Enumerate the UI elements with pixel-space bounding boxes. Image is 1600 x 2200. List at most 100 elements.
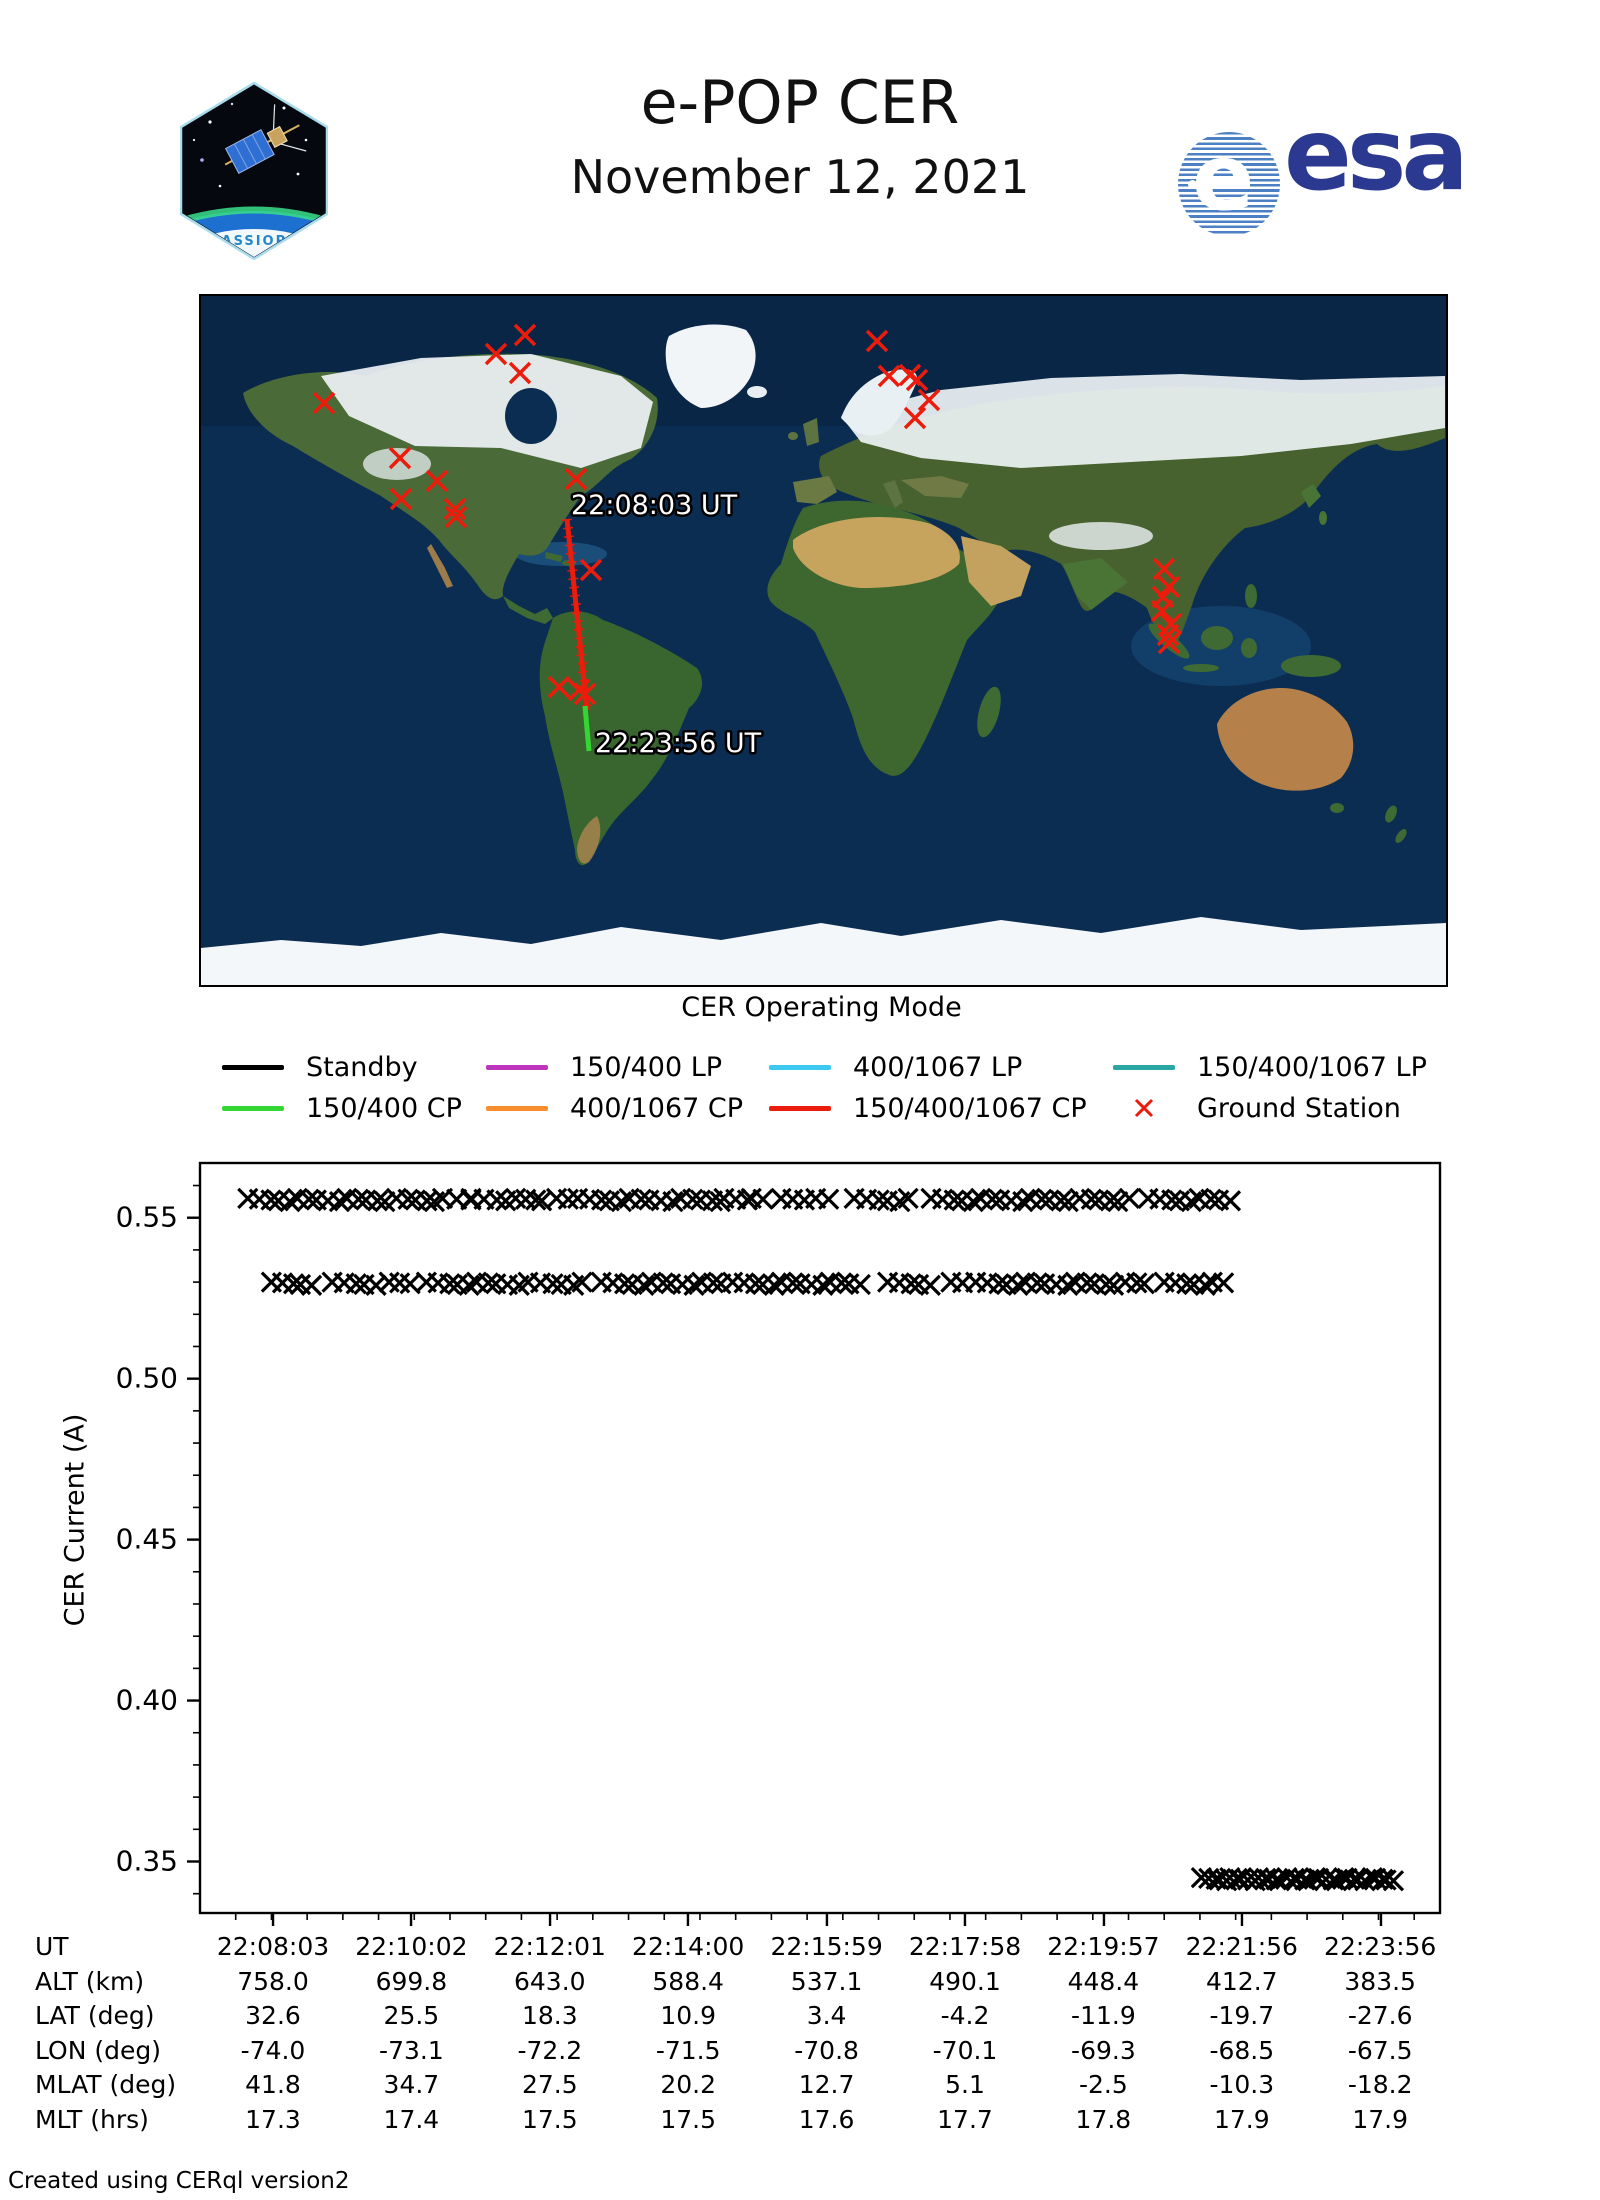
data-point-x — [298, 1188, 320, 1210]
table-cell: 17.5 — [660, 2105, 717, 2134]
data-point-x — [1031, 1188, 1053, 1210]
table-cell: 17.6 — [798, 2105, 855, 2134]
table-cell: -69.3 — [1071, 2035, 1136, 2065]
ground-station-marker — [389, 487, 413, 511]
table-cell: 10.9 — [660, 2001, 717, 2031]
table-cell: -72.2 — [517, 2035, 583, 2065]
data-point-x — [849, 1273, 871, 1296]
legend-line-swatch — [486, 1105, 548, 1111]
table-cell: 22:14:00 — [632, 1932, 745, 1961]
y-tick-label: 0.50 — [116, 1362, 178, 1395]
page-title: e-POP CER — [640, 68, 960, 138]
data-point-x — [486, 1189, 508, 1211]
ground-station-legend-icon — [1134, 1098, 1154, 1118]
data-point-x — [988, 1273, 1010, 1295]
data-point-x — [477, 1272, 499, 1294]
table-cell: -71.5 — [655, 2035, 721, 2065]
data-point-x — [1176, 1273, 1198, 1295]
satellite-track-active — [564, 518, 590, 711]
table-cell: 22:15:59 — [770, 1932, 883, 1961]
data-point-x — [347, 1188, 370, 1210]
table-cell: -70.1 — [932, 2035, 998, 2065]
table-cell: 490.1 — [929, 1966, 1001, 1996]
data-point-x — [919, 1274, 941, 1296]
data-point-x — [1050, 1190, 1072, 1212]
ground-station-marker — [564, 467, 588, 491]
table-cell: 34.7 — [383, 2070, 440, 2100]
esa-globe-dot — [1188, 180, 1197, 189]
table-cell: 17.5 — [521, 2105, 578, 2134]
table-cell: 27.5 — [521, 2070, 578, 2100]
patch-label: CASSIOPE — [210, 234, 298, 249]
legend-item: 150/400 CP — [222, 1093, 462, 1124]
data-point-x — [652, 1272, 674, 1294]
table-cell: -18.2 — [1347, 2070, 1413, 2100]
data-point-x — [782, 1272, 804, 1294]
map-antarctica — [201, 917, 1446, 985]
ground-station-marker — [444, 505, 468, 529]
data-point-x — [397, 1188, 419, 1210]
table-row-label: LAT (deg) — [35, 2001, 155, 2031]
data-point-x — [282, 1273, 305, 1295]
ground-station-marker — [1157, 631, 1181, 655]
y-tick-label: 0.35 — [116, 1844, 178, 1877]
table-cell: 22:10:02 — [355, 1932, 468, 1961]
map-australia — [1217, 688, 1354, 791]
table-row-label: ALT (km) — [35, 1966, 145, 1996]
legend-x-marker — [1134, 1098, 1154, 1118]
table-row-label: MLAT (deg) — [35, 2070, 177, 2100]
legend-item-label: Ground Station — [1197, 1092, 1401, 1124]
data-point-x — [744, 1273, 767, 1295]
table-cell: 383.5 — [1344, 1966, 1416, 1996]
data-point-x — [752, 1188, 774, 1210]
data-point-x — [1012, 1190, 1034, 1213]
track-end-time-label: 22:23:56 UT — [595, 728, 762, 759]
table-cell: 22:19:57 — [1047, 1932, 1160, 1961]
ground-station-marker — [865, 329, 889, 353]
table-cell: 412.7 — [1206, 1966, 1278, 1996]
table-cell: -11.9 — [1071, 2001, 1136, 2031]
ground-station-marker — [1152, 557, 1176, 581]
data-point-x — [630, 1188, 652, 1210]
table-cell: 41.8 — [245, 2070, 301, 2100]
ground-station-marker — [573, 682, 597, 706]
table-cell: 699.8 — [375, 1966, 448, 1996]
table-cell: -74.0 — [240, 2035, 306, 2065]
table-row-label: LON (deg) — [35, 2035, 161, 2065]
data-point-x — [1133, 1273, 1155, 1295]
table-cell: -10.3 — [1209, 2070, 1275, 2100]
satellite-art — [224, 104, 307, 174]
data-point-x — [981, 1188, 1003, 1210]
data-point-x — [525, 1189, 547, 1211]
y-tick-label: 0.55 — [116, 1201, 178, 1234]
legend-item: Ground Station — [1113, 1092, 1401, 1124]
legend-item-label: 150/400/1067 CP — [853, 1092, 1087, 1124]
cassiope-mission-patch: CASSIOPE — [180, 82, 328, 260]
table-cell: 12.7 — [798, 2070, 855, 2100]
table-cell: 20.2 — [660, 2070, 717, 2100]
data-point-x — [943, 1189, 965, 1211]
table-cell: 17.9 — [1352, 2105, 1409, 2134]
data-point-x — [1099, 1190, 1122, 1212]
table-cell: 17.4 — [383, 2105, 440, 2134]
table-cell: 5.1 — [945, 2070, 985, 2100]
table-cell: -4.2 — [940, 2001, 990, 2031]
table-cell: 22:08:03 — [216, 1932, 330, 1961]
data-point-x — [1076, 1272, 1098, 1294]
table-cell: 32.6 — [245, 2001, 301, 2031]
data-point-x — [366, 1190, 389, 1212]
table-cell: 22:23:56 — [1324, 1932, 1437, 1961]
ground-station-marker — [425, 469, 449, 493]
table-cell: -2.5 — [1079, 2070, 1128, 2100]
table-cell: 3.4 — [806, 2001, 847, 2031]
data-point-x — [1200, 1188, 1222, 1210]
legend-item-label: 400/1067 CP — [570, 1092, 744, 1124]
data-point-x — [1382, 1870, 1405, 1892]
table-cell: 18.3 — [521, 2001, 578, 2031]
table-cell: 25.5 — [383, 2001, 440, 2031]
table-cell: 643.0 — [514, 1966, 586, 1996]
data-point-x — [962, 1190, 984, 1213]
data-point-x — [763, 1274, 785, 1296]
data-point-x — [365, 1274, 387, 1296]
data-point-x — [1219, 1190, 1242, 1212]
